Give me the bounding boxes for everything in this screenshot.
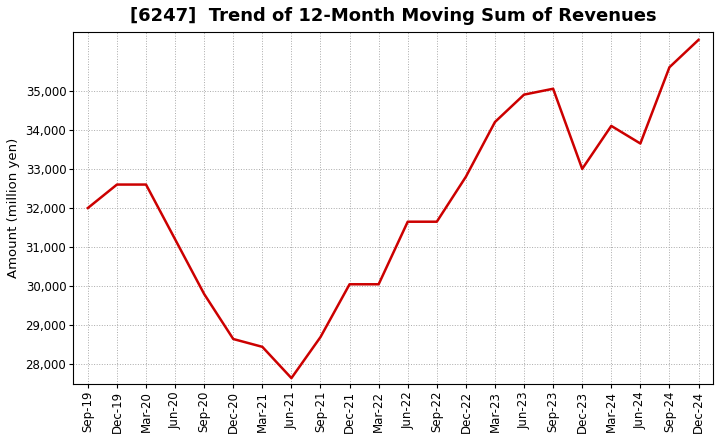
Title: [6247]  Trend of 12-Month Moving Sum of Revenues: [6247] Trend of 12-Month Moving Sum of R… [130, 7, 657, 25]
Y-axis label: Amount (million yen): Amount (million yen) [7, 138, 20, 278]
